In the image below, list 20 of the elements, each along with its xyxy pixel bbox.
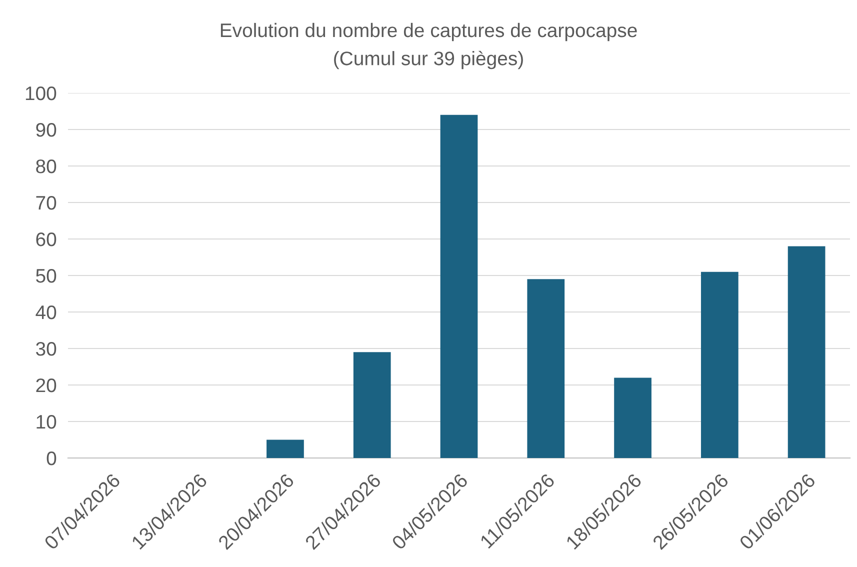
bar	[700, 272, 738, 458]
y-tick-label: 80	[36, 159, 56, 174]
bar	[788, 246, 826, 458]
y-tick-label: 70	[36, 196, 56, 210]
y-tick-label: 10	[36, 414, 56, 429]
y-tick-label: 0	[46, 451, 56, 466]
y-tick-label: 60	[36, 232, 56, 246]
y-tick-label: 20	[36, 378, 56, 392]
y-tick-label: 50	[36, 268, 56, 283]
y-tick-label: 30	[36, 342, 56, 356]
bar	[353, 352, 391, 458]
chart-title: Evolution du nombre de captures de carpocapse	[220, 22, 637, 42]
y-tick-label: 40	[36, 305, 56, 320]
bar	[614, 378, 652, 458]
chart-subtitle: (Cumul sur 39 pièges)	[334, 50, 523, 70]
bar	[266, 440, 304, 458]
bar	[527, 279, 565, 458]
y-tick-label: 100	[26, 86, 56, 100]
bar	[440, 114, 478, 458]
y-tick-label: 90	[36, 122, 56, 137]
